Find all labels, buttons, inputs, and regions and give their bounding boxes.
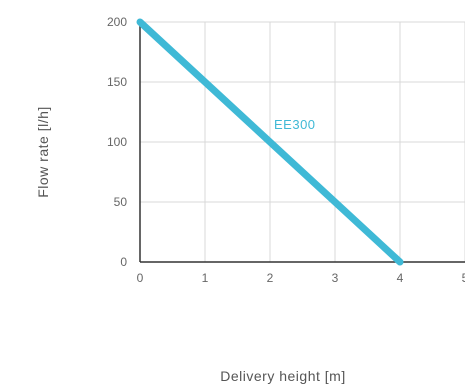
y-tick-label: 50 xyxy=(114,195,128,209)
x-tick-label: 0 xyxy=(137,271,144,285)
x-axis-title: Delivery height [m] xyxy=(220,368,345,384)
y-tick-label: 100 xyxy=(107,135,127,149)
grid-layer xyxy=(140,21,465,262)
y-axis-title: Flow rate [l/h] xyxy=(35,106,51,198)
y-tick-label: 200 xyxy=(107,15,127,29)
series-annotation-ee300: EE300 xyxy=(274,117,316,132)
y-tick-label: 0 xyxy=(120,255,127,269)
y-tick-label: 150 xyxy=(107,75,127,89)
x-tick-label: 5 xyxy=(462,271,465,285)
series-line-ee300 xyxy=(136,18,404,266)
x-tick-label: 1 xyxy=(202,271,209,285)
labels-layer: 0 50 100 150 200 0 1 2 3 4 5 xyxy=(107,15,465,285)
axes-layer xyxy=(139,20,465,263)
x-tick-label: 3 xyxy=(332,271,339,285)
series-layer xyxy=(136,18,404,266)
x-tick-label: 2 xyxy=(267,271,274,285)
x-tick-label: 4 xyxy=(397,271,404,285)
